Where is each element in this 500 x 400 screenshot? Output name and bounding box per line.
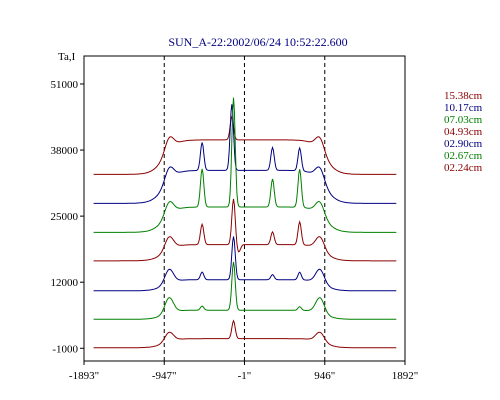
x-axis-ticks: -1893" -947" -1" 946" 1892" (69, 361, 418, 382)
x-tick-label: -947" (152, 370, 177, 382)
series-line-04.93cm (93, 198, 397, 262)
series-line-10.17cm (93, 104, 397, 204)
x-tick-label: -1893" (69, 370, 99, 382)
series-line-15.38cm (93, 115, 397, 175)
legend-item: 02.24cm (444, 162, 483, 174)
legend-item: 10.17cm (444, 102, 483, 114)
series-line-02.90cm (93, 236, 397, 292)
y-tick-label: 51000 (51, 79, 79, 91)
series-line-07.03cm (93, 97, 397, 233)
y-axis-label: Ta,I (58, 51, 76, 63)
x-tick-label: -1" (238, 370, 252, 382)
y-tick-label: 38000 (51, 145, 79, 157)
legend-item: 02.90cm (444, 138, 483, 150)
legend-item: 04.93cm (444, 126, 483, 138)
legend-item: 07.03cm (444, 114, 483, 126)
y-tick-label: -1000 (52, 343, 78, 355)
series-line-02.24cm (93, 319, 397, 349)
series-lines (93, 97, 397, 349)
y-tick-label: 25000 (51, 211, 79, 223)
series-line-02.67cm (93, 261, 397, 320)
chart-title: SUN_A-22:2002/06/24 10:52:22.600 (168, 35, 347, 49)
y-axis-ticks: 51000 38000 25000 12000 -1000 (51, 79, 84, 355)
x-tick-label: 946" (314, 370, 335, 382)
legend-item: 15.38cm (444, 90, 483, 102)
y-tick-label: 12000 (51, 277, 79, 289)
legend: 15.38cm 10.17cm 07.03cm 04.93cm 02.90cm 02.67… (444, 90, 500, 174)
legend-item: 02.67cm (444, 150, 483, 162)
x-tick-label: 1892" (392, 370, 419, 382)
reference-lines (163, 56, 326, 361)
